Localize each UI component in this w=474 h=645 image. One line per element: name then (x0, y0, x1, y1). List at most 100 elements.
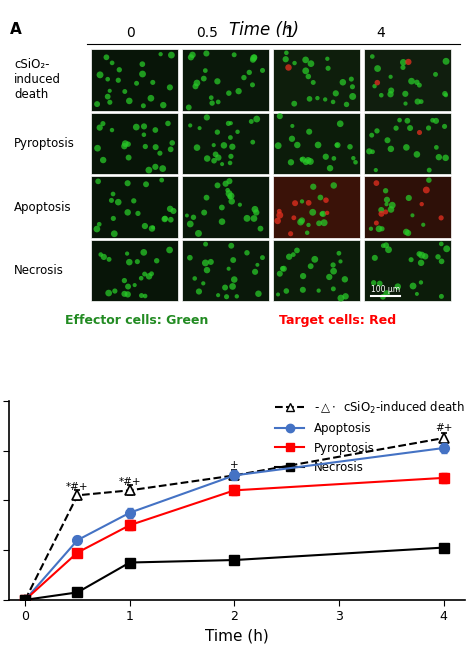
Point (299, 154, 307, 164)
Point (218, 217, 226, 227)
Point (207, 257, 215, 267)
Point (326, 272, 333, 282)
Point (108, 195, 115, 206)
Point (400, 57, 407, 68)
Point (109, 57, 116, 68)
Point (418, 96, 425, 106)
Point (105, 288, 112, 298)
Bar (273, 50, 360, 110)
Point (383, 135, 391, 145)
Point (443, 244, 450, 254)
Point (249, 55, 257, 65)
Point (210, 155, 218, 166)
Point (108, 125, 116, 135)
Point (441, 121, 448, 132)
Point (349, 82, 356, 92)
Point (329, 284, 337, 294)
Point (387, 85, 395, 95)
Point (126, 95, 133, 106)
Point (305, 220, 312, 230)
Point (369, 146, 376, 157)
Bar (91, 176, 178, 237)
Point (287, 228, 294, 239)
Point (376, 279, 383, 289)
Point (413, 289, 421, 299)
Point (311, 254, 319, 264)
Point (134, 208, 142, 219)
Point (183, 210, 191, 221)
Point (96, 70, 104, 80)
Point (274, 215, 282, 226)
Bar (182, 113, 269, 174)
Point (253, 114, 261, 124)
Point (152, 125, 159, 135)
Point (290, 250, 297, 260)
Point (346, 142, 354, 152)
Point (225, 118, 232, 128)
X-axis label: Time (h): Time (h) (205, 629, 269, 644)
Point (408, 76, 415, 86)
Point (147, 93, 155, 103)
Point (330, 181, 337, 191)
Point (161, 214, 168, 224)
Point (227, 151, 235, 161)
Text: 1: 1 (285, 26, 294, 39)
Bar (364, 113, 451, 174)
Point (109, 213, 117, 224)
Point (365, 146, 373, 157)
Point (223, 292, 230, 302)
Point (306, 94, 313, 104)
Point (367, 224, 375, 234)
Point (94, 176, 102, 186)
Bar (273, 113, 360, 174)
Point (159, 163, 166, 174)
Point (303, 228, 311, 238)
Point (337, 256, 344, 266)
Point (225, 264, 232, 274)
Point (287, 157, 295, 168)
Point (93, 99, 101, 109)
Point (379, 241, 387, 251)
Point (405, 193, 412, 203)
Point (416, 80, 423, 90)
Point (193, 78, 201, 88)
Point (385, 244, 392, 255)
Point (291, 99, 298, 109)
Point (347, 74, 355, 84)
Point (413, 77, 421, 88)
Point (250, 53, 257, 63)
Point (140, 130, 148, 140)
Point (167, 215, 174, 225)
Point (115, 75, 122, 85)
Point (275, 206, 283, 217)
Point (124, 289, 132, 299)
Point (407, 255, 415, 265)
Point (203, 112, 210, 123)
Point (310, 77, 317, 88)
Point (257, 223, 264, 233)
Point (383, 195, 391, 205)
Point (168, 138, 176, 148)
Point (433, 143, 440, 153)
Point (121, 289, 128, 299)
Point (426, 165, 433, 175)
Point (343, 99, 350, 110)
Text: Apoptosis: Apoptosis (14, 201, 72, 213)
Point (415, 249, 423, 259)
Point (429, 115, 437, 125)
Point (438, 292, 445, 302)
Point (140, 121, 148, 132)
Point (247, 116, 255, 126)
Point (133, 78, 140, 88)
Point (225, 88, 233, 98)
Point (442, 153, 449, 163)
Bar (273, 240, 360, 301)
Point (201, 65, 209, 75)
Point (341, 274, 349, 284)
Point (152, 162, 159, 172)
Point (307, 261, 314, 272)
Text: Pyroptosis: Pyroptosis (14, 137, 75, 150)
Point (314, 93, 321, 103)
Point (375, 224, 383, 234)
Point (405, 57, 412, 67)
